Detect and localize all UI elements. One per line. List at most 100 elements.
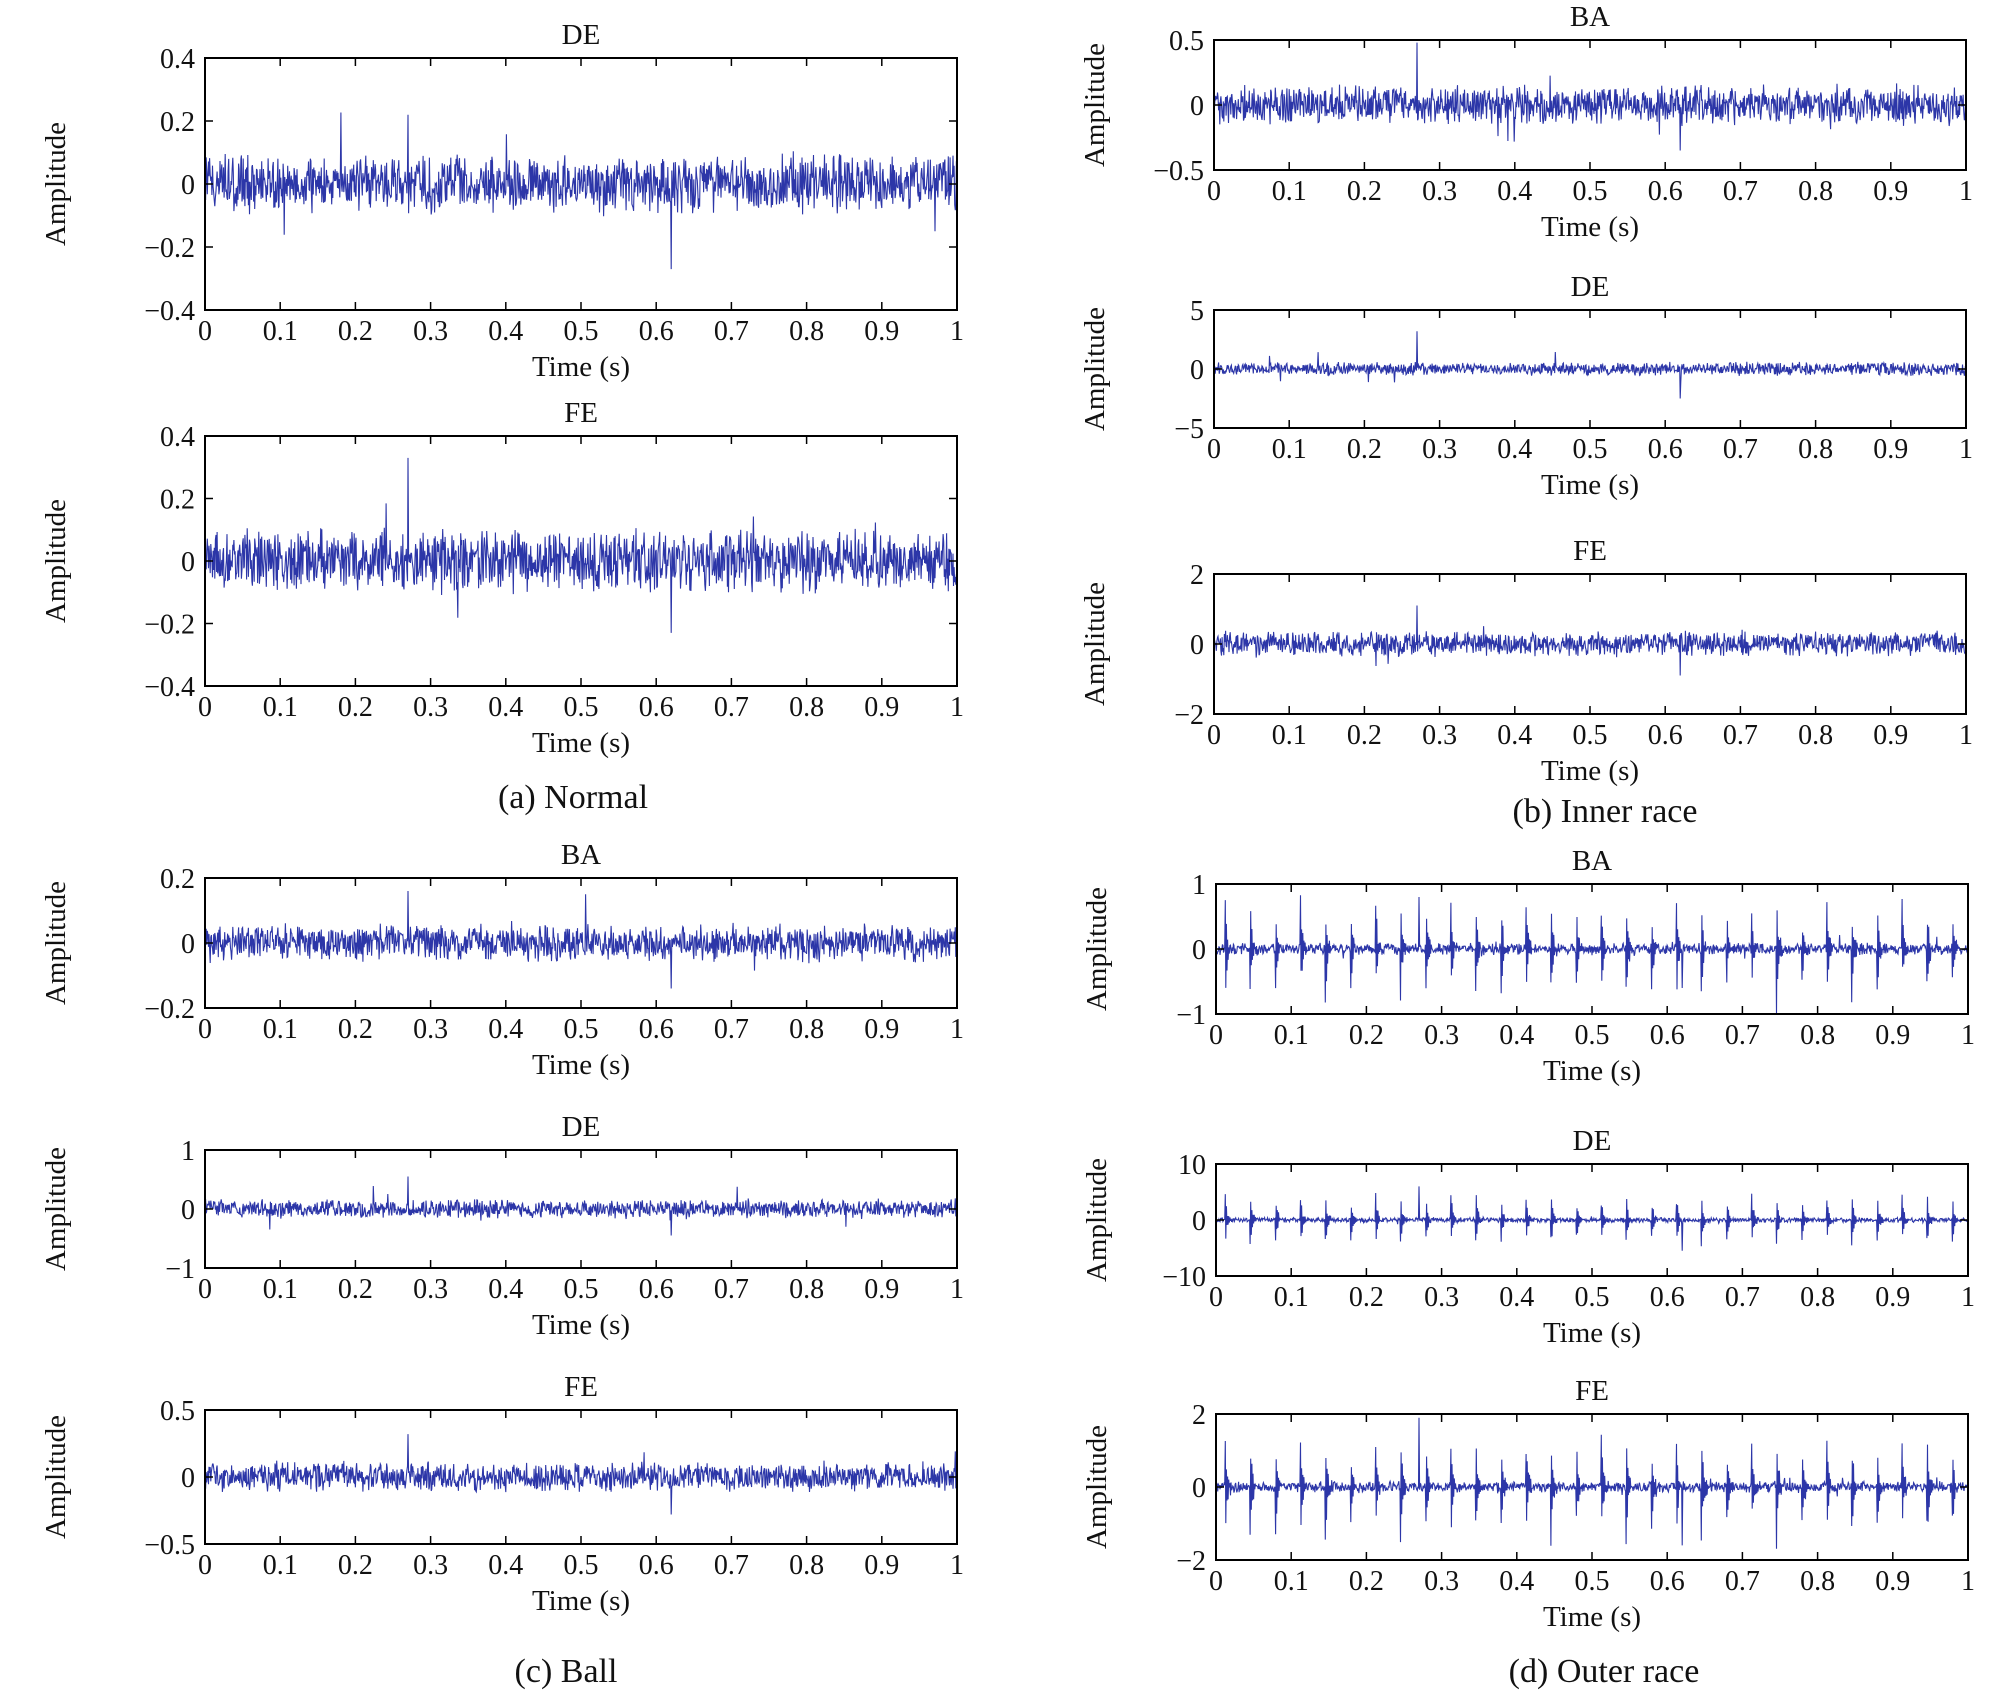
x-axis-label: Time (s): [1541, 211, 1639, 243]
y-tick-label: 1: [1192, 870, 1206, 901]
y-axis-label: Amplitude: [40, 1415, 72, 1539]
x-tick-label: 0.7: [1723, 720, 1758, 751]
x-tick-label: 0.4: [1497, 176, 1532, 207]
x-tick-label: 0.7: [1723, 176, 1758, 207]
x-tick-label: 0.9: [864, 1274, 899, 1305]
y-tick-label: 0.5: [160, 1396, 195, 1427]
x-tick-label: 0.6: [639, 692, 674, 723]
subplot-7: 0 0.1 0.2 0.3 0.4 0.5 0.6 0.7 0.8 0.9 1−101DETime …: [40, 1111, 964, 1341]
y-tick-label: −0.5: [144, 1530, 195, 1561]
signal-trace: [1215, 1186, 1969, 1251]
x-tick-label: 0.2: [1349, 1020, 1384, 1051]
x-tick-label: 0.2: [338, 692, 373, 723]
x-tick-label: 0.4: [1497, 720, 1532, 751]
y-tick-label: 0.2: [160, 485, 195, 516]
x-tick-label: 0.2: [1349, 1282, 1384, 1313]
y-tick-label: 2: [1190, 560, 1204, 591]
x-tick-label: 0.5: [1575, 1020, 1610, 1051]
x-tick-label: 0.4: [1499, 1566, 1534, 1597]
x-tick-label: 0.7: [1725, 1566, 1760, 1597]
subplot-6: 0 0.1 0.2 0.3 0.4 0.5 0.6 0.7 0.8 0.9 1−0.200.2BAT…: [40, 839, 964, 1081]
panel-title: FE: [564, 397, 598, 429]
x-tick-label: 0.4: [1497, 434, 1532, 465]
subplot-4: 0 0.1 0.2 0.3 0.4 0.5 0.6 0.7 0.8 0.9 1−505DETime …: [1079, 271, 1973, 501]
x-tick-label: 0.5: [1575, 1566, 1610, 1597]
panel-title: DE: [562, 1111, 601, 1143]
x-tick-label: 0.8: [1798, 434, 1833, 465]
y-axis-label: Amplitude: [1079, 582, 1111, 706]
x-tick-label: 0.1: [1274, 1282, 1309, 1313]
y-tick-label: 0: [181, 1195, 195, 1226]
x-tick-label: 0: [198, 1550, 212, 1581]
x-tick-label: 0.8: [1798, 720, 1833, 751]
x-tick-label: 0.6: [639, 1274, 674, 1305]
x-tick-label: 1: [1959, 176, 1973, 207]
y-tick-label: 1: [181, 1136, 195, 1167]
y-tick-label: 0: [1192, 1473, 1206, 1504]
caption-ball: (c) Ball: [515, 1653, 618, 1690]
x-tick-label: 0.9: [864, 692, 899, 723]
y-tick-label: 0: [1190, 91, 1204, 122]
signal-trace: [1213, 605, 1967, 676]
signal-trace: [204, 1434, 958, 1515]
y-tick-label: 0: [181, 170, 195, 201]
y-tick-label: −0.4: [144, 672, 195, 703]
subplot-9: 0 0.1 0.2 0.3 0.4 0.5 0.6 0.7 0.8 0.9 1−101BATime …: [1081, 845, 1975, 1087]
x-tick-label: 0.6: [1648, 720, 1683, 751]
x-axis-label: Time (s): [1543, 1601, 1641, 1633]
x-tick-label: 0.3: [1422, 176, 1457, 207]
x-tick-label: 0.5: [564, 316, 599, 347]
y-tick-label: 0.4: [160, 44, 195, 75]
x-tick-label: 0.5: [1575, 1282, 1610, 1313]
y-tick-label: −1: [165, 1254, 195, 1285]
y-tick-label: −0.2: [144, 610, 195, 641]
x-tick-label: 1: [1961, 1566, 1975, 1597]
y-axis-label: Amplitude: [40, 1147, 72, 1271]
subplot-3: 0 0.1 0.2 0.3 0.4 0.5 0.6 0.7 0.8 0.9 1−0.500.5BAT…: [1079, 1, 1973, 243]
x-tick-label: 0.2: [338, 316, 373, 347]
x-tick-label: 0.5: [1573, 176, 1608, 207]
x-tick-label: 0: [1207, 720, 1221, 751]
x-tick-label: 0.6: [1648, 176, 1683, 207]
y-tick-label: −1: [1176, 1000, 1206, 1031]
x-tick-label: 0.3: [1422, 720, 1457, 751]
caption-normal: (a) Normal: [498, 779, 648, 816]
x-tick-label: 0.7: [714, 1014, 749, 1045]
x-tick-label: 0.8: [789, 1550, 824, 1581]
x-tick-label: 0.8: [789, 1274, 824, 1305]
x-tick-label: 0.3: [413, 316, 448, 347]
x-tick-label: 0.4: [1499, 1020, 1534, 1051]
x-tick-label: 0.7: [714, 1274, 749, 1305]
x-tick-label: 0: [1207, 434, 1221, 465]
x-tick-label: 0.4: [488, 1274, 523, 1305]
y-tick-label: −0.2: [144, 994, 195, 1025]
x-tick-label: 0.8: [1798, 176, 1833, 207]
x-tick-label: 0.9: [1875, 1282, 1910, 1313]
x-tick-label: 0.3: [413, 692, 448, 723]
x-tick-label: 1: [1961, 1282, 1975, 1313]
x-axis-label: Time (s): [532, 1309, 630, 1341]
signal-trace: [204, 112, 958, 270]
x-tick-label: 0.3: [1424, 1282, 1459, 1313]
y-tick-label: 0.4: [160, 422, 195, 453]
panel-title: FE: [564, 1371, 598, 1403]
x-tick-label: 0.6: [1650, 1566, 1685, 1597]
x-tick-label: 0.2: [338, 1014, 373, 1045]
x-tick-label: 0.2: [1347, 720, 1382, 751]
y-tick-label: 0: [1192, 935, 1206, 966]
y-tick-label: −5: [1174, 414, 1204, 445]
signal-trace: [204, 890, 958, 989]
signal-trace: [204, 457, 958, 633]
panel-title: DE: [562, 19, 601, 51]
x-tick-label: 0.1: [263, 1274, 298, 1305]
x-tick-label: 0.2: [338, 1274, 373, 1305]
x-tick-label: 0.5: [564, 1274, 599, 1305]
x-tick-label: 0.9: [1875, 1020, 1910, 1051]
x-tick-label: 0.3: [413, 1274, 448, 1305]
y-tick-label: 0.5: [1169, 26, 1204, 57]
x-tick-label: 0.7: [714, 1550, 749, 1581]
x-tick-label: 0.3: [413, 1014, 448, 1045]
y-tick-label: 0: [1190, 355, 1204, 386]
x-tick-label: 0.3: [1422, 434, 1457, 465]
